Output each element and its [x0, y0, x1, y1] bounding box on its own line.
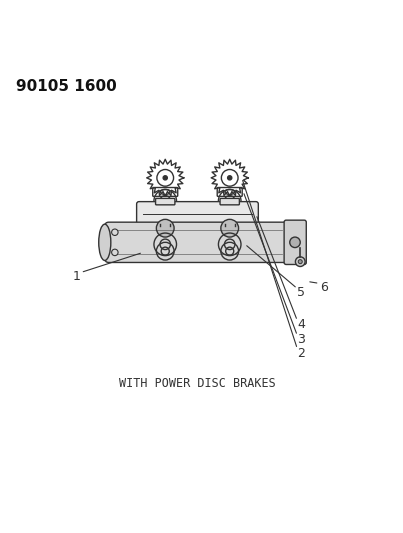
Text: 2: 2 — [297, 346, 305, 360]
Circle shape — [298, 260, 302, 264]
Circle shape — [295, 257, 305, 266]
FancyBboxPatch shape — [105, 222, 294, 262]
FancyBboxPatch shape — [137, 201, 258, 227]
Text: 3: 3 — [297, 333, 305, 346]
Circle shape — [221, 220, 239, 237]
FancyBboxPatch shape — [156, 198, 175, 205]
Circle shape — [290, 237, 300, 247]
Circle shape — [228, 176, 232, 180]
Circle shape — [156, 220, 174, 237]
Text: 5: 5 — [297, 286, 305, 299]
Text: 4: 4 — [297, 318, 305, 332]
Text: 6: 6 — [320, 281, 328, 294]
FancyBboxPatch shape — [220, 198, 239, 205]
Ellipse shape — [99, 224, 111, 261]
Text: 90105 1600: 90105 1600 — [16, 79, 117, 94]
FancyBboxPatch shape — [284, 220, 306, 264]
Text: 1: 1 — [73, 270, 81, 283]
Circle shape — [163, 176, 167, 180]
Text: WITH POWER DISC BRAKES: WITH POWER DISC BRAKES — [119, 377, 276, 390]
